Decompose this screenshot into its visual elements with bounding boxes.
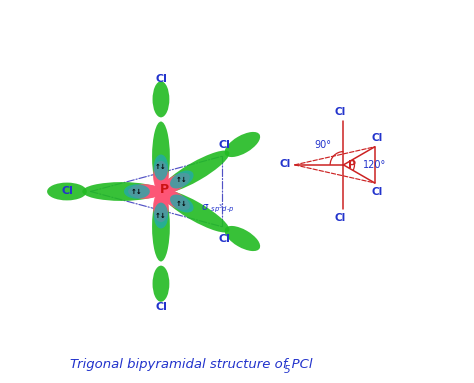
Ellipse shape <box>161 189 190 210</box>
Ellipse shape <box>153 81 169 117</box>
Text: 90°: 90° <box>314 140 331 150</box>
Text: Cl: Cl <box>219 234 231 244</box>
Text: 5: 5 <box>283 365 290 375</box>
Ellipse shape <box>152 121 170 192</box>
Text: Trigonal bipyramidal structure of PCl: Trigonal bipyramidal structure of PCl <box>70 358 313 371</box>
Ellipse shape <box>170 170 193 188</box>
Ellipse shape <box>153 161 169 192</box>
Text: Cl: Cl <box>372 187 383 197</box>
Ellipse shape <box>155 167 167 192</box>
Ellipse shape <box>170 195 193 213</box>
Text: Cl: Cl <box>372 133 383 144</box>
Ellipse shape <box>137 185 161 198</box>
Text: ↑↓: ↑↓ <box>155 213 167 219</box>
Ellipse shape <box>161 151 229 193</box>
Text: Cl: Cl <box>334 213 345 224</box>
Ellipse shape <box>155 192 167 216</box>
Text: Cl: Cl <box>62 187 74 196</box>
Ellipse shape <box>152 192 170 262</box>
Ellipse shape <box>47 183 87 200</box>
Text: Cl: Cl <box>219 140 231 150</box>
Text: ↑↓: ↑↓ <box>131 188 143 195</box>
Ellipse shape <box>225 226 260 251</box>
Ellipse shape <box>153 266 169 302</box>
Text: P: P <box>159 183 169 196</box>
Ellipse shape <box>154 203 168 229</box>
Text: Cl: Cl <box>280 159 291 169</box>
Text: P: P <box>348 160 356 170</box>
Ellipse shape <box>161 190 229 232</box>
Ellipse shape <box>161 177 182 193</box>
Ellipse shape <box>82 182 161 201</box>
Text: Cl: Cl <box>155 74 167 83</box>
Ellipse shape <box>124 184 150 199</box>
Text: Cl: Cl <box>155 303 167 313</box>
Text: Cl: Cl <box>334 107 345 118</box>
Ellipse shape <box>225 132 260 157</box>
Ellipse shape <box>161 190 182 206</box>
Text: ↑↓: ↑↓ <box>155 164 167 170</box>
Text: $\sigma\ _{sp^3d\text{-}p}$: $\sigma\ _{sp^3d\text{-}p}$ <box>201 202 235 215</box>
Ellipse shape <box>161 173 190 194</box>
Ellipse shape <box>128 184 161 199</box>
Ellipse shape <box>153 192 169 222</box>
Text: 120°: 120° <box>363 159 386 170</box>
Ellipse shape <box>154 154 168 180</box>
Text: ↑↓: ↑↓ <box>176 177 188 182</box>
Text: ↑↓: ↑↓ <box>176 201 188 206</box>
